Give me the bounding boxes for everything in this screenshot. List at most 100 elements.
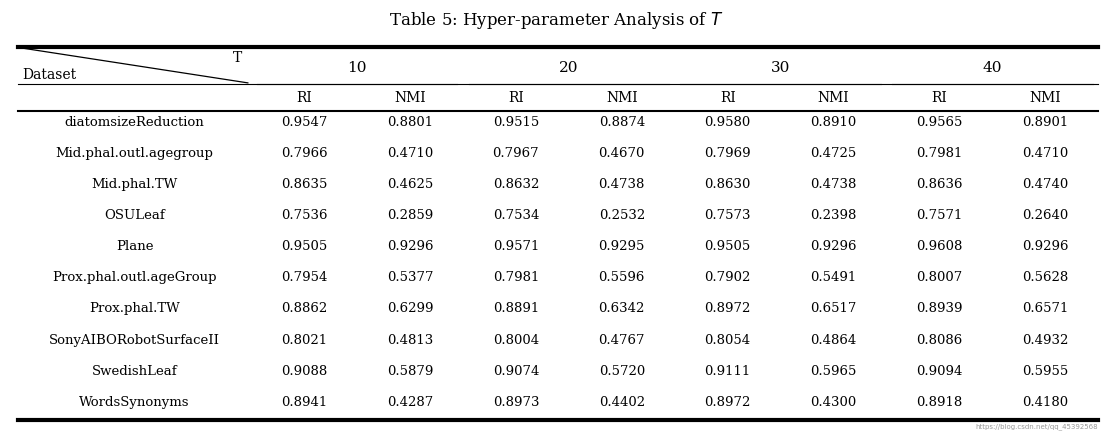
Text: 0.5628: 0.5628 <box>1022 271 1068 284</box>
Text: 0.7902: 0.7902 <box>705 271 751 284</box>
Text: 0.8862: 0.8862 <box>280 302 327 316</box>
Text: 0.7981: 0.7981 <box>493 271 539 284</box>
Text: RI: RI <box>720 92 736 105</box>
Text: 0.4287: 0.4287 <box>387 396 433 409</box>
Text: 0.7536: 0.7536 <box>280 209 327 222</box>
Text: 0.8007: 0.8007 <box>916 271 963 284</box>
Text: NMI: NMI <box>818 92 849 105</box>
Text: 0.4710: 0.4710 <box>1022 147 1068 160</box>
Text: 0.8004: 0.8004 <box>493 334 539 347</box>
Text: 0.4725: 0.4725 <box>810 147 857 160</box>
Text: Dataset: Dataset <box>22 68 77 82</box>
Text: 0.4738: 0.4738 <box>599 178 644 191</box>
Text: 0.8054: 0.8054 <box>705 334 751 347</box>
Text: 0.8973: 0.8973 <box>493 396 539 409</box>
Text: Prox.phal.TW: Prox.phal.TW <box>89 302 180 316</box>
Text: 0.5965: 0.5965 <box>810 365 857 378</box>
Text: 0.4864: 0.4864 <box>810 334 857 347</box>
Text: 0.7534: 0.7534 <box>493 209 539 222</box>
Text: https://blog.csdn.net/qq_45392568: https://blog.csdn.net/qq_45392568 <box>976 424 1099 431</box>
Text: 0.9580: 0.9580 <box>705 115 751 128</box>
Text: NMI: NMI <box>394 92 426 105</box>
Text: SonyAIBORobotSurfaceII: SonyAIBORobotSurfaceII <box>49 334 220 347</box>
Text: Table 5: Hyper-parameter Analysis of $T$: Table 5: Hyper-parameter Analysis of $T$ <box>390 10 723 31</box>
Text: 0.9295: 0.9295 <box>599 240 644 253</box>
Text: 0.8891: 0.8891 <box>493 302 539 316</box>
Text: 0.8910: 0.8910 <box>810 115 857 128</box>
Text: 0.7967: 0.7967 <box>493 147 539 160</box>
Text: 10: 10 <box>347 61 367 75</box>
Text: 0.8021: 0.8021 <box>282 334 327 347</box>
Text: SwedishLeaf: SwedishLeaf <box>91 365 177 378</box>
Text: 0.8635: 0.8635 <box>280 178 327 191</box>
Text: 0.8939: 0.8939 <box>916 302 963 316</box>
Text: 0.9296: 0.9296 <box>1022 240 1068 253</box>
Text: 0.9565: 0.9565 <box>916 115 963 128</box>
Text: 0.8941: 0.8941 <box>280 396 327 409</box>
Text: 0.5596: 0.5596 <box>599 271 644 284</box>
Text: 0.4180: 0.4180 <box>1022 396 1068 409</box>
Text: T: T <box>233 51 243 65</box>
Text: 0.8972: 0.8972 <box>705 396 751 409</box>
Text: 0.7954: 0.7954 <box>280 271 327 284</box>
Text: 0.4740: 0.4740 <box>1022 178 1068 191</box>
Text: 0.7969: 0.7969 <box>705 147 751 160</box>
Text: RI: RI <box>932 92 947 105</box>
Text: 0.9505: 0.9505 <box>280 240 327 253</box>
Text: 0.5879: 0.5879 <box>387 365 433 378</box>
Text: 0.4625: 0.4625 <box>387 178 433 191</box>
Text: 0.9571: 0.9571 <box>493 240 539 253</box>
Text: 0.9088: 0.9088 <box>280 365 327 378</box>
Text: 0.9505: 0.9505 <box>705 240 751 253</box>
Text: 0.2532: 0.2532 <box>599 209 644 222</box>
Text: 0.8630: 0.8630 <box>705 178 751 191</box>
Text: 0.5955: 0.5955 <box>1022 365 1068 378</box>
Text: 0.8636: 0.8636 <box>916 178 963 191</box>
Text: 0.8086: 0.8086 <box>916 334 963 347</box>
Text: Prox.phal.outl.ageGroup: Prox.phal.outl.ageGroup <box>52 271 217 284</box>
Text: 0.8801: 0.8801 <box>387 115 433 128</box>
Text: 0.2398: 0.2398 <box>810 209 857 222</box>
Text: 0.4767: 0.4767 <box>599 334 646 347</box>
Text: 0.4738: 0.4738 <box>810 178 857 191</box>
Text: Plane: Plane <box>116 240 154 253</box>
Text: 0.4710: 0.4710 <box>387 147 433 160</box>
Text: 0.5377: 0.5377 <box>387 271 433 284</box>
Text: Mid.phal.TW: Mid.phal.TW <box>91 178 178 191</box>
Text: 0.4402: 0.4402 <box>599 396 644 409</box>
Text: OSULeaf: OSULeaf <box>105 209 165 222</box>
Text: 0.9094: 0.9094 <box>916 365 963 378</box>
Text: 0.8918: 0.8918 <box>916 396 963 409</box>
Text: diatomsizeReduction: diatomsizeReduction <box>65 115 205 128</box>
Text: 0.6571: 0.6571 <box>1022 302 1068 316</box>
Text: 0.6517: 0.6517 <box>810 302 857 316</box>
Text: 0.9296: 0.9296 <box>387 240 433 253</box>
Text: Mid.phal.outl.agegroup: Mid.phal.outl.agegroup <box>56 147 214 160</box>
Text: 0.8972: 0.8972 <box>705 302 751 316</box>
Text: RI: RI <box>296 92 312 105</box>
Text: 0.9111: 0.9111 <box>705 365 751 378</box>
Text: 40: 40 <box>983 61 1002 75</box>
Text: NMI: NMI <box>1030 92 1061 105</box>
Text: 0.6342: 0.6342 <box>599 302 644 316</box>
Text: 0.5491: 0.5491 <box>810 271 857 284</box>
Text: 0.4300: 0.4300 <box>810 396 857 409</box>
Text: 30: 30 <box>771 61 790 75</box>
Text: 0.9547: 0.9547 <box>280 115 327 128</box>
Text: 0.9074: 0.9074 <box>493 365 539 378</box>
Text: 0.6299: 0.6299 <box>387 302 433 316</box>
Text: 0.8874: 0.8874 <box>599 115 644 128</box>
Text: 0.2640: 0.2640 <box>1022 209 1068 222</box>
Text: 0.9296: 0.9296 <box>810 240 857 253</box>
Text: 0.4670: 0.4670 <box>599 147 644 160</box>
Text: 0.5720: 0.5720 <box>599 365 644 378</box>
Text: 0.7571: 0.7571 <box>916 209 963 222</box>
Text: 0.4932: 0.4932 <box>1022 334 1068 347</box>
Text: 0.7573: 0.7573 <box>705 209 751 222</box>
Text: 0.9515: 0.9515 <box>493 115 539 128</box>
Text: 0.9608: 0.9608 <box>916 240 963 253</box>
Text: WordsSynonyms: WordsSynonyms <box>79 396 190 409</box>
Text: NMI: NMI <box>605 92 638 105</box>
Text: 20: 20 <box>559 61 579 75</box>
Text: 0.7966: 0.7966 <box>280 147 327 160</box>
